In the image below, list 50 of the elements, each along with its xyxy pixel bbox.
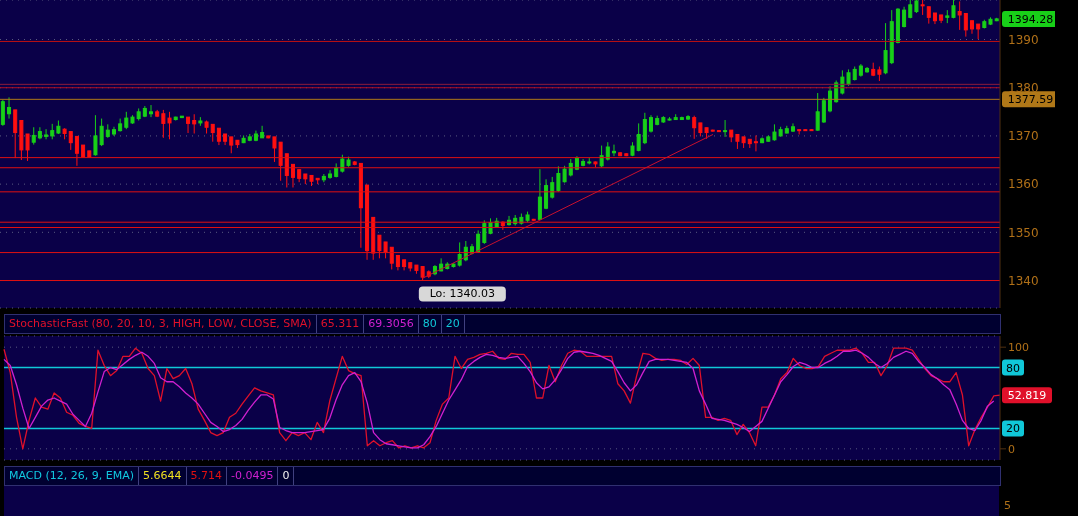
text: 0	[278, 467, 295, 485]
y-tick-label: 0	[1008, 442, 1015, 456]
candlestick	[821, 97, 826, 124]
candlestick	[68, 131, 73, 151]
candlestick	[920, 0, 925, 16]
candlestick	[815, 92, 820, 132]
y-tick-label: 1340	[1008, 273, 1039, 288]
y-tick-label: 1370	[1008, 129, 1039, 144]
candlestick	[963, 13, 968, 38]
text: 52.819	[1007, 389, 1047, 403]
text: 1394.28	[1007, 12, 1054, 26]
candlestick	[957, 0, 962, 31]
y-tick-label: 100	[1008, 341, 1029, 355]
candlestick	[550, 176, 555, 200]
text: 20	[441, 315, 465, 333]
candlestick	[260, 125, 265, 139]
text: 65.311	[316, 315, 365, 333]
ref-line-label: 20	[1006, 422, 1020, 436]
candlestick	[192, 113, 197, 135]
text: 69.3056	[364, 315, 419, 333]
candlestick	[642, 112, 647, 145]
candlestick	[753, 134, 758, 152]
candlestick	[13, 109, 18, 159]
candlestick	[723, 119, 728, 138]
text: MACD (12, 26, 9, EMA)	[5, 467, 139, 485]
candlestick	[44, 128, 49, 140]
candlestick	[883, 22, 888, 75]
chart-title: StochasticFast (80, 20, 10, 3, HIGH, LOW, CLOSE, SMA)	[5, 315, 317, 333]
candlestick	[7, 96, 12, 120]
candlestick	[482, 219, 487, 245]
text: 5	[1004, 499, 1011, 512]
text: 5.6644	[139, 467, 187, 485]
annotation: Lo: 1340.03	[429, 287, 496, 301]
y-tick-label: 1360	[1008, 177, 1039, 192]
candlestick	[149, 104, 154, 118]
text: 80	[418, 315, 442, 333]
ref-line-label: 80	[1006, 361, 1020, 375]
y-tick-label: 1350	[1008, 225, 1039, 240]
candlestick	[537, 168, 542, 221]
candlestick	[284, 153, 289, 188]
candlestick	[692, 115, 697, 140]
candlestick	[74, 135, 79, 167]
candlestick	[636, 122, 641, 152]
ref-line-label: 1377.59	[1007, 93, 1054, 107]
candlestick	[0, 99, 5, 127]
text: -0.0495	[227, 467, 279, 485]
candlestick	[828, 85, 833, 113]
candlestick	[186, 116, 191, 134]
text: 5.714	[186, 467, 227, 485]
y-tick-label: 1390	[1008, 32, 1039, 47]
